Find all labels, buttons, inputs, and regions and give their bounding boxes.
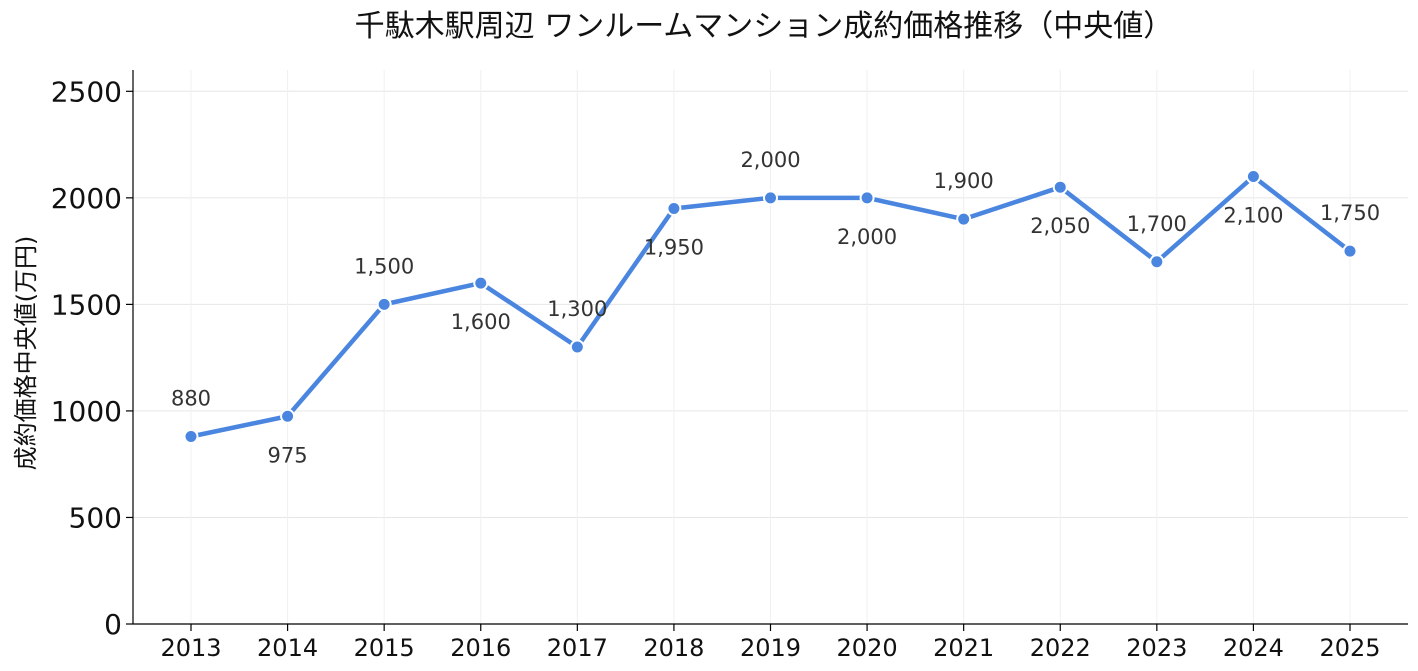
data-point	[859, 190, 875, 206]
x-tick-label: 2025	[1319, 634, 1380, 662]
data-point	[183, 428, 199, 444]
x-tick-label: 2015	[354, 634, 415, 662]
data-label: 1,750	[1320, 201, 1380, 225]
data-label: 975	[268, 443, 308, 467]
data-point	[280, 408, 296, 424]
y-axis-ticks: 0 500 1000 1500 2000 2500	[51, 75, 133, 641]
y-tick-label: 500	[69, 501, 122, 534]
x-tick-label: 2014	[257, 634, 318, 662]
y-tick-label: 0	[104, 608, 122, 641]
data-label: 2,000	[837, 225, 897, 249]
x-axis-ticks: 2013 2014 2015 2016 2017 2018 2019 2020 2021 2022…	[160, 624, 1381, 662]
y-tick-label: 1000	[51, 395, 122, 428]
data-point	[956, 211, 972, 227]
data-label: 2,000	[740, 148, 800, 172]
x-tick-label: 2013	[160, 634, 221, 662]
data-point	[1342, 243, 1358, 259]
data-label: 1,600	[451, 310, 511, 334]
data-point	[763, 190, 778, 206]
data-point	[666, 201, 682, 216]
series-layer	[183, 169, 1358, 444]
y-tick-label: 1500	[51, 288, 122, 321]
x-tick-label: 2023	[1126, 634, 1187, 662]
data-point	[569, 339, 585, 355]
data-point	[1052, 179, 1068, 195]
x-tick-label: 2016	[450, 634, 511, 662]
data-label: 2,050	[1030, 214, 1090, 238]
data-labels: 880 975 1,500 1,600 1,300 1,950 2,000 2,000 1,90…	[171, 148, 1380, 467]
y-axis-label: 成約価格中央値(万円)	[12, 236, 40, 471]
data-point	[376, 296, 392, 312]
data-label: 1,700	[1127, 212, 1187, 236]
data-point	[1245, 169, 1261, 185]
x-tick-label: 2020	[837, 634, 898, 662]
data-point	[1149, 254, 1165, 270]
data-label: 1,500	[354, 254, 414, 278]
x-tick-label: 2021	[933, 634, 994, 662]
data-label: 1,900	[934, 169, 994, 193]
data-point	[473, 275, 489, 291]
data-label: 880	[171, 386, 211, 410]
data-label: 1,300	[547, 297, 607, 321]
y-tick-label: 2500	[51, 75, 122, 108]
x-tick-label: 2018	[643, 634, 704, 662]
x-tick-label: 2017	[547, 634, 608, 662]
chart-title: 千駄木駅周辺 ワンルームマンション成約価格推移（中央値）	[355, 9, 1174, 44]
x-tick-label: 2019	[740, 634, 801, 662]
x-tick-label: 2024	[1223, 634, 1284, 662]
data-label: 1,950	[644, 236, 704, 260]
y-tick-label: 2000	[51, 182, 122, 215]
data-label: 2,100	[1223, 204, 1283, 228]
x-tick-label: 2022	[1030, 634, 1091, 662]
